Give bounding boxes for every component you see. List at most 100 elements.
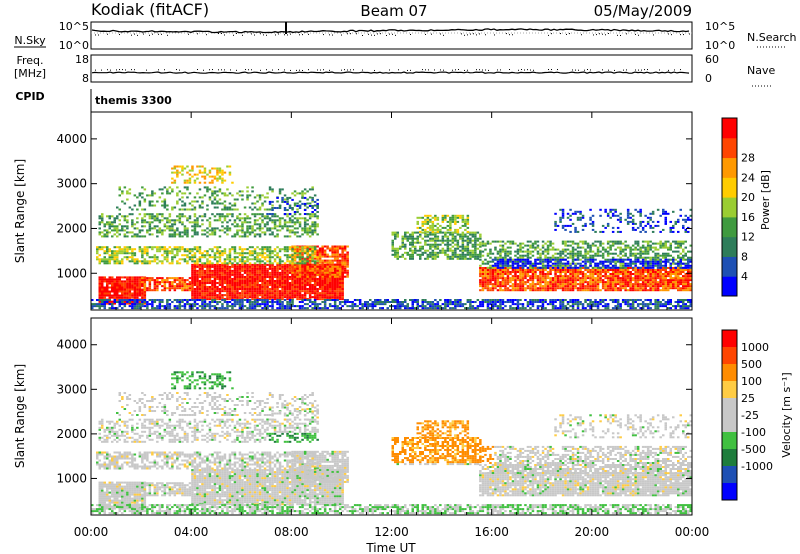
- power-cell: [499, 301, 502, 304]
- power-cell: [218, 219, 222, 222]
- power-cell: [506, 281, 510, 284]
- power-cell: [161, 289, 164, 292]
- power-cell: [303, 286, 307, 289]
- power-cell: [306, 233, 309, 236]
- power-cell: [126, 286, 129, 289]
- power-cell: [519, 279, 522, 282]
- power-cell: [313, 250, 317, 253]
- power-cell: [519, 281, 522, 284]
- power-cell: [338, 282, 342, 285]
- power-cell: [451, 237, 455, 240]
- power-cell: [291, 255, 294, 258]
- power-cell: [103, 262, 106, 265]
- power-cell: [203, 229, 207, 232]
- power-cell: [113, 229, 116, 232]
- power-cell: [248, 263, 252, 266]
- power-cell: [456, 228, 460, 231]
- power-cell: [143, 246, 147, 249]
- power-cell: [136, 282, 139, 285]
- power-cell: [667, 303, 670, 306]
- power-cell: [401, 253, 404, 256]
- power-cell: [191, 273, 194, 276]
- power-cell: [273, 271, 277, 274]
- power-cell: [561, 281, 565, 284]
- power-cell: [461, 216, 465, 219]
- power-cell: [559, 301, 562, 304]
- power-cell: [103, 233, 106, 236]
- power-cell: [396, 249, 399, 252]
- power-cell: [338, 261, 342, 264]
- power-cell: [203, 278, 207, 281]
- power-cell: [236, 198, 239, 201]
- power-cell: [474, 253, 477, 256]
- power-cell: [328, 263, 332, 266]
- power-cell: [479, 237, 482, 240]
- power-cell: [211, 276, 214, 279]
- power-cell: [261, 263, 264, 266]
- power-cell: [193, 227, 197, 230]
- power-cell: [191, 169, 194, 172]
- power-cell: [414, 231, 417, 234]
- power-cell: [291, 271, 294, 274]
- power-cell: [136, 276, 139, 279]
- power-cell: [248, 301, 252, 304]
- power-cell: [501, 277, 505, 280]
- power-cell: [191, 286, 194, 289]
- power-cell: [291, 215, 294, 218]
- power-cell: [241, 258, 244, 261]
- power-cell: [271, 221, 274, 224]
- nsearch-dot: [107, 33, 108, 35]
- nsearch-dot: [506, 33, 507, 35]
- power-cell: [306, 257, 309, 260]
- power-cell: [163, 202, 167, 205]
- power-cell: [98, 258, 101, 261]
- power-cell: [616, 299, 620, 302]
- power-cell: [276, 262, 279, 265]
- power-cell: [231, 284, 234, 287]
- power-cell: [434, 235, 437, 238]
- power-cell: [286, 225, 289, 228]
- power-cell: [306, 213, 309, 216]
- power-cell: [173, 233, 177, 236]
- power-cell: [549, 273, 552, 276]
- power-cell: [253, 292, 257, 295]
- power-cell: [434, 251, 437, 254]
- power-cell: [188, 179, 192, 182]
- power-cell: [288, 271, 292, 274]
- power-cell: [108, 258, 111, 261]
- power-cell: [476, 299, 480, 302]
- power-cell: [429, 245, 432, 248]
- power-cell: [246, 282, 249, 285]
- power-cell: [554, 285, 557, 288]
- power-cell: [163, 225, 167, 228]
- power-cell: [619, 305, 622, 308]
- power-cell: [218, 267, 222, 270]
- power-cell: [206, 173, 209, 176]
- power-cell: [466, 230, 470, 233]
- power-cell: [429, 239, 432, 242]
- power-cell: [171, 219, 174, 222]
- power-cell: [311, 221, 314, 224]
- power-cell: [226, 213, 229, 216]
- power-cell: [301, 294, 304, 297]
- power-cell: [96, 248, 99, 251]
- power-cell: [496, 301, 500, 304]
- power-cell: [113, 246, 116, 249]
- power-cell: [231, 271, 234, 274]
- power-cell: [479, 285, 482, 288]
- power-cell: [278, 307, 282, 310]
- power-cell: [424, 214, 427, 217]
- power-cell: [193, 223, 197, 226]
- power-cell: [316, 280, 319, 283]
- power-cell: [208, 290, 212, 293]
- power-cell: [143, 294, 147, 297]
- power-cell: [178, 279, 182, 282]
- power-cell: [253, 263, 257, 266]
- power-cell: [118, 223, 121, 226]
- power-cell: [216, 298, 219, 301]
- power-cell: [333, 273, 337, 276]
- power-cell: [231, 208, 234, 211]
- power-cell: [241, 299, 244, 302]
- power-cell: [444, 249, 447, 252]
